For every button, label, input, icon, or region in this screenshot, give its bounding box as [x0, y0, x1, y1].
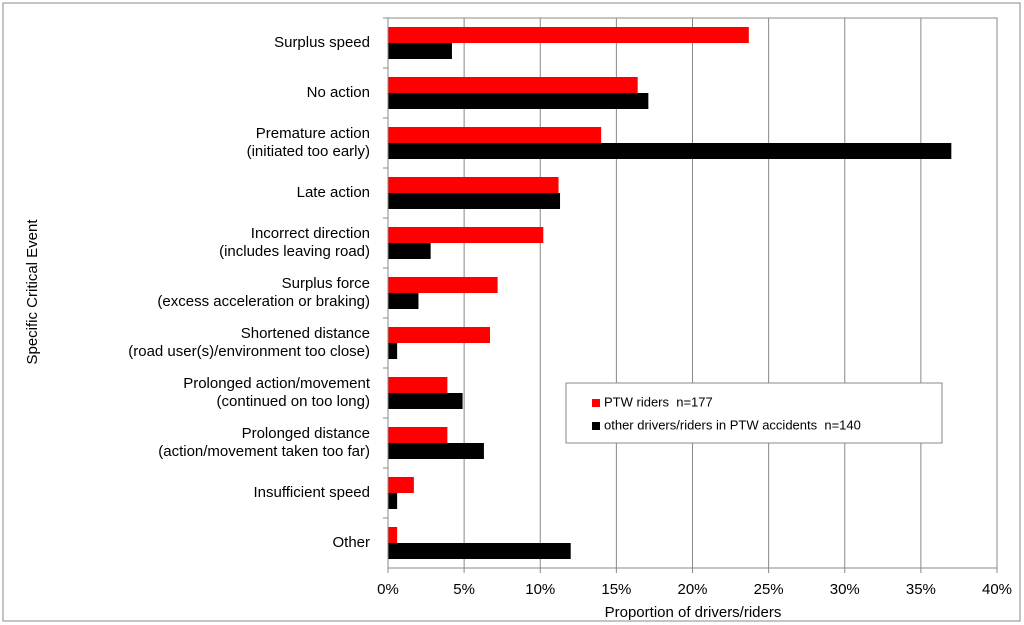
- bar: [388, 93, 649, 109]
- legend-box: [565, 382, 943, 444]
- bar: [388, 243, 431, 259]
- bar: [388, 277, 498, 293]
- x-tick-label: 35%: [906, 581, 936, 598]
- y-tick-label: Prolonged distance (action/movement taken…: [158, 425, 370, 460]
- y-tick-label: Surplus speed: [274, 34, 370, 51]
- bar: [388, 77, 638, 93]
- bar: [388, 27, 749, 43]
- bar: [388, 293, 419, 309]
- bar: [388, 177, 559, 193]
- x-tick-label: 15%: [601, 581, 631, 598]
- bar: [388, 477, 414, 493]
- x-tick-label: 30%: [830, 581, 860, 598]
- bar: [388, 393, 463, 409]
- bar: [388, 43, 452, 59]
- bar: [388, 143, 952, 159]
- bar: [388, 127, 602, 143]
- bar: [388, 193, 561, 209]
- y-tick-label: Incorrect direction (includes leaving roa…: [219, 225, 370, 260]
- legend-label: other drivers/riders in PTW accidents n=…: [604, 417, 861, 432]
- bar: [388, 427, 448, 443]
- bar: [388, 343, 398, 359]
- bar: [388, 543, 571, 559]
- bar: [388, 443, 484, 459]
- bar: [388, 377, 448, 393]
- x-tick-label: 5%: [453, 581, 475, 598]
- legend-label: PTW riders n=177: [604, 394, 713, 409]
- bar: [388, 327, 491, 343]
- bar: [388, 493, 398, 509]
- bar: [388, 527, 398, 543]
- y-tick-label: Insufficient speed: [254, 484, 370, 501]
- y-tick-label: Late action: [297, 184, 370, 201]
- y-tick-label: Premature action (initiated too early): [247, 125, 370, 160]
- y-tick-label: Prolonged action/movement (continued on t…: [183, 375, 371, 410]
- y-tick-label: Shortened distance (road user(s)/environm…: [128, 325, 370, 360]
- y-tick-label: Other: [332, 534, 370, 551]
- legend-swatch: [592, 399, 600, 407]
- x-tick-label: 0%: [377, 581, 399, 598]
- x-tick-label: 10%: [525, 581, 555, 598]
- x-axis-title: Proportion of drivers/riders: [605, 604, 782, 621]
- x-tick-label: 40%: [982, 581, 1012, 598]
- y-axis-title: Specific Critical Event: [24, 219, 41, 365]
- y-tick-label: Surplus force (excess acceleration or bra…: [157, 275, 370, 310]
- x-tick-label: 20%: [677, 581, 707, 598]
- bar: [388, 227, 544, 243]
- x-tick-label: 25%: [754, 581, 784, 598]
- legend-swatch: [592, 422, 600, 430]
- y-tick-label: No action: [307, 84, 370, 101]
